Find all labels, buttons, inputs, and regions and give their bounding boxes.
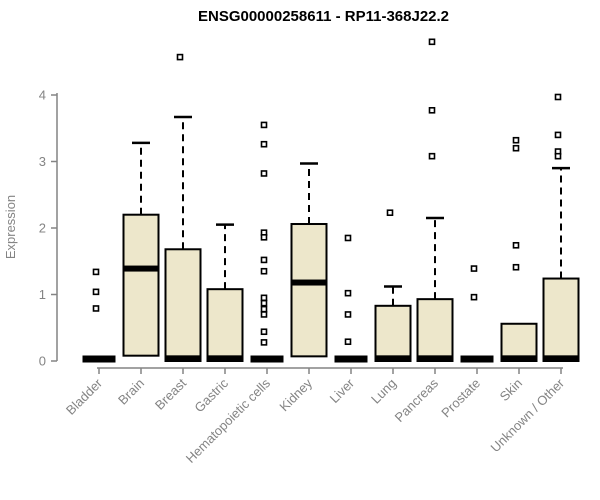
chart-title: ENSG00000258611 - RP11-368J22.2 [197, 8, 450, 25]
y-tick-label: 1 [39, 287, 46, 302]
outlier-point [260, 256, 268, 264]
outlier-point [344, 311, 352, 318]
outlier-point [512, 263, 520, 271]
outlier-point [470, 293, 478, 301]
x-tick-label-brain: Brain [115, 376, 147, 408]
outlier-point [260, 311, 268, 318]
outlier-point [92, 268, 100, 276]
median-bar [165, 355, 201, 362]
outlier-point [344, 289, 352, 297]
box-iqr [542, 277, 580, 363]
y-tick-label: 2 [39, 221, 46, 236]
collapsed-box-bar [250, 355, 284, 363]
median-bar [501, 355, 537, 362]
y-tick-label: 4 [39, 88, 46, 103]
outlier-point [92, 305, 100, 312]
median-bar [417, 355, 453, 362]
y-tick-label: 3 [39, 154, 46, 169]
box-iqr [416, 298, 454, 362]
outlier-point [554, 152, 562, 160]
box-iqr [290, 223, 328, 358]
outlier-point [428, 106, 436, 114]
boxplot-lung [374, 209, 412, 362]
boxplot-breast [164, 53, 202, 362]
x-tick-label-bladder: Bladder [63, 375, 106, 418]
x-tick-label-liver: Liver [327, 375, 358, 406]
boxplot-pancreas [416, 38, 454, 362]
outlier-point [260, 299, 268, 307]
box-iqr [122, 213, 160, 357]
collapsed-box-bar [460, 355, 494, 363]
boxplot-kidney [290, 162, 328, 358]
box-iqr [164, 248, 202, 362]
x-tick-label-pancreas: Pancreas [392, 375, 442, 425]
x-tick-label-lung: Lung [368, 376, 399, 407]
boxplot-unknown-other [542, 93, 580, 363]
boxplot-skin [500, 136, 538, 363]
outlier-point [260, 170, 268, 177]
outlier-point [386, 209, 394, 217]
boxplot-gastric [206, 223, 244, 362]
outlier-point [512, 241, 520, 249]
outlier-point [260, 121, 268, 129]
outlier-point [428, 38, 436, 46]
outlier-point [512, 136, 520, 144]
outlier-point [554, 93, 562, 101]
boxplot-bladder [82, 268, 116, 363]
outlier-point [344, 338, 352, 346]
outlier-point [260, 267, 268, 275]
y-tick-label: 0 [39, 354, 46, 369]
outlier-point [470, 265, 478, 272]
outlier-point [344, 234, 352, 242]
boxplot-brain [122, 141, 160, 357]
collapsed-box-bar [334, 355, 368, 363]
outlier-point [92, 288, 100, 296]
boxplot-liver [334, 234, 368, 363]
x-tick-label-kidney: Kidney [276, 375, 315, 414]
median-bar [375, 355, 411, 362]
x-tick-label-unknown-other: Unknown / Other [488, 375, 568, 455]
x-tick-label-breast: Breast [152, 375, 189, 412]
outlier-point [260, 234, 268, 241]
outlier-point [260, 328, 268, 336]
outlier-point [512, 144, 520, 152]
x-tick-label-gastric: Gastric [191, 375, 231, 415]
y-axis-title: Expression [3, 195, 18, 259]
box-iqr [374, 304, 412, 362]
outlier-point [260, 305, 268, 313]
median-bar [123, 265, 159, 272]
median-bar [543, 355, 579, 362]
median-bar [207, 355, 243, 362]
x-tick-label-skin: Skin [497, 376, 525, 404]
outlier-point [554, 131, 562, 139]
box-iqr [206, 288, 244, 362]
outlier-point [260, 294, 268, 302]
collapsed-box-bar [82, 355, 116, 363]
x-tick-label-prostate: Prostate [438, 376, 483, 421]
outlier-point [260, 339, 268, 346]
boxplot-prostate [460, 265, 494, 363]
median-bar [291, 279, 327, 286]
outlier-point [428, 152, 436, 160]
boxplot-hematopoietic-cells [250, 121, 284, 363]
box-iqr [500, 322, 538, 363]
outlier-point [260, 140, 268, 148]
outlier-point [176, 53, 184, 61]
